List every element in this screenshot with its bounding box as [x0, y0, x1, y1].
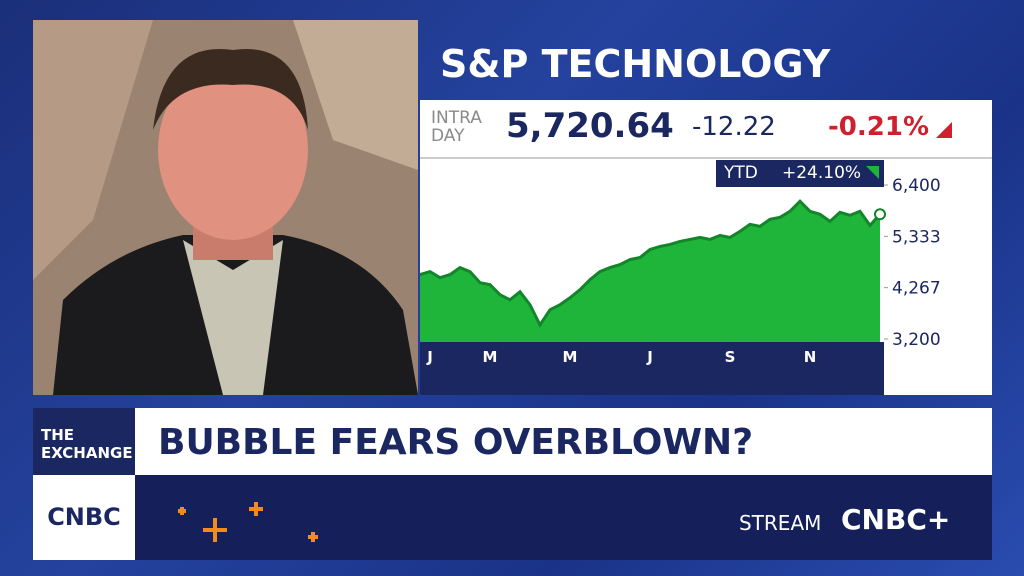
- y-tick-label: 5,333: [892, 227, 941, 247]
- quote-change-pct: -0.21%: [828, 112, 929, 142]
- x-tick-label: M: [563, 348, 578, 366]
- lower-third: BUBBLE FEARS OVERBLOWN?: [33, 408, 992, 475]
- y-tick-label: 6,400: [892, 176, 941, 196]
- chart: 3,200 4,267 5,333 6,400 J M M J S N: [420, 159, 992, 395]
- x-tick-label: S: [725, 348, 736, 366]
- x-tick-label: J: [426, 348, 433, 366]
- end-point: [874, 208, 886, 221]
- chart-title: S&P TECHNOLOGY: [440, 42, 831, 86]
- area: [420, 201, 880, 342]
- ytd-label: YTD: [724, 163, 758, 183]
- quote-label: INTRA DAY: [431, 108, 482, 146]
- y-tick-label: 3,200: [892, 330, 941, 350]
- headline: BUBBLE FEARS OVERBLOWN?: [158, 422, 754, 463]
- quote-price: 5,720.64: [506, 106, 674, 146]
- line: [420, 199, 882, 328]
- ticker-bar: STREAM CNBC+: [33, 475, 992, 560]
- ytd-box: YTD +24.10%: [716, 160, 884, 187]
- x-tick-label: M: [483, 348, 498, 366]
- x-tick-label: N: [804, 348, 817, 366]
- stream-brand: CNBC+: [841, 503, 951, 536]
- video-feed: [33, 20, 418, 395]
- segment-box: THE EXCHANGE: [33, 408, 135, 475]
- quote-change: -12.22: [692, 112, 776, 142]
- decoration: [178, 502, 318, 542]
- network-logo: CNBC: [33, 475, 135, 560]
- stream-label: STREAM: [739, 511, 822, 535]
- down-arrow: [936, 122, 952, 138]
- y-tick-label: 4,267: [892, 279, 941, 299]
- ytd-value: +24.10%: [782, 163, 862, 183]
- x-tick-label: J: [646, 348, 653, 366]
- up-arrow: [866, 166, 879, 179]
- x-axis-band: [420, 342, 884, 395]
- quote-bar: INTRA DAY 5,720.64 -12.22 -0.21%: [420, 100, 992, 159]
